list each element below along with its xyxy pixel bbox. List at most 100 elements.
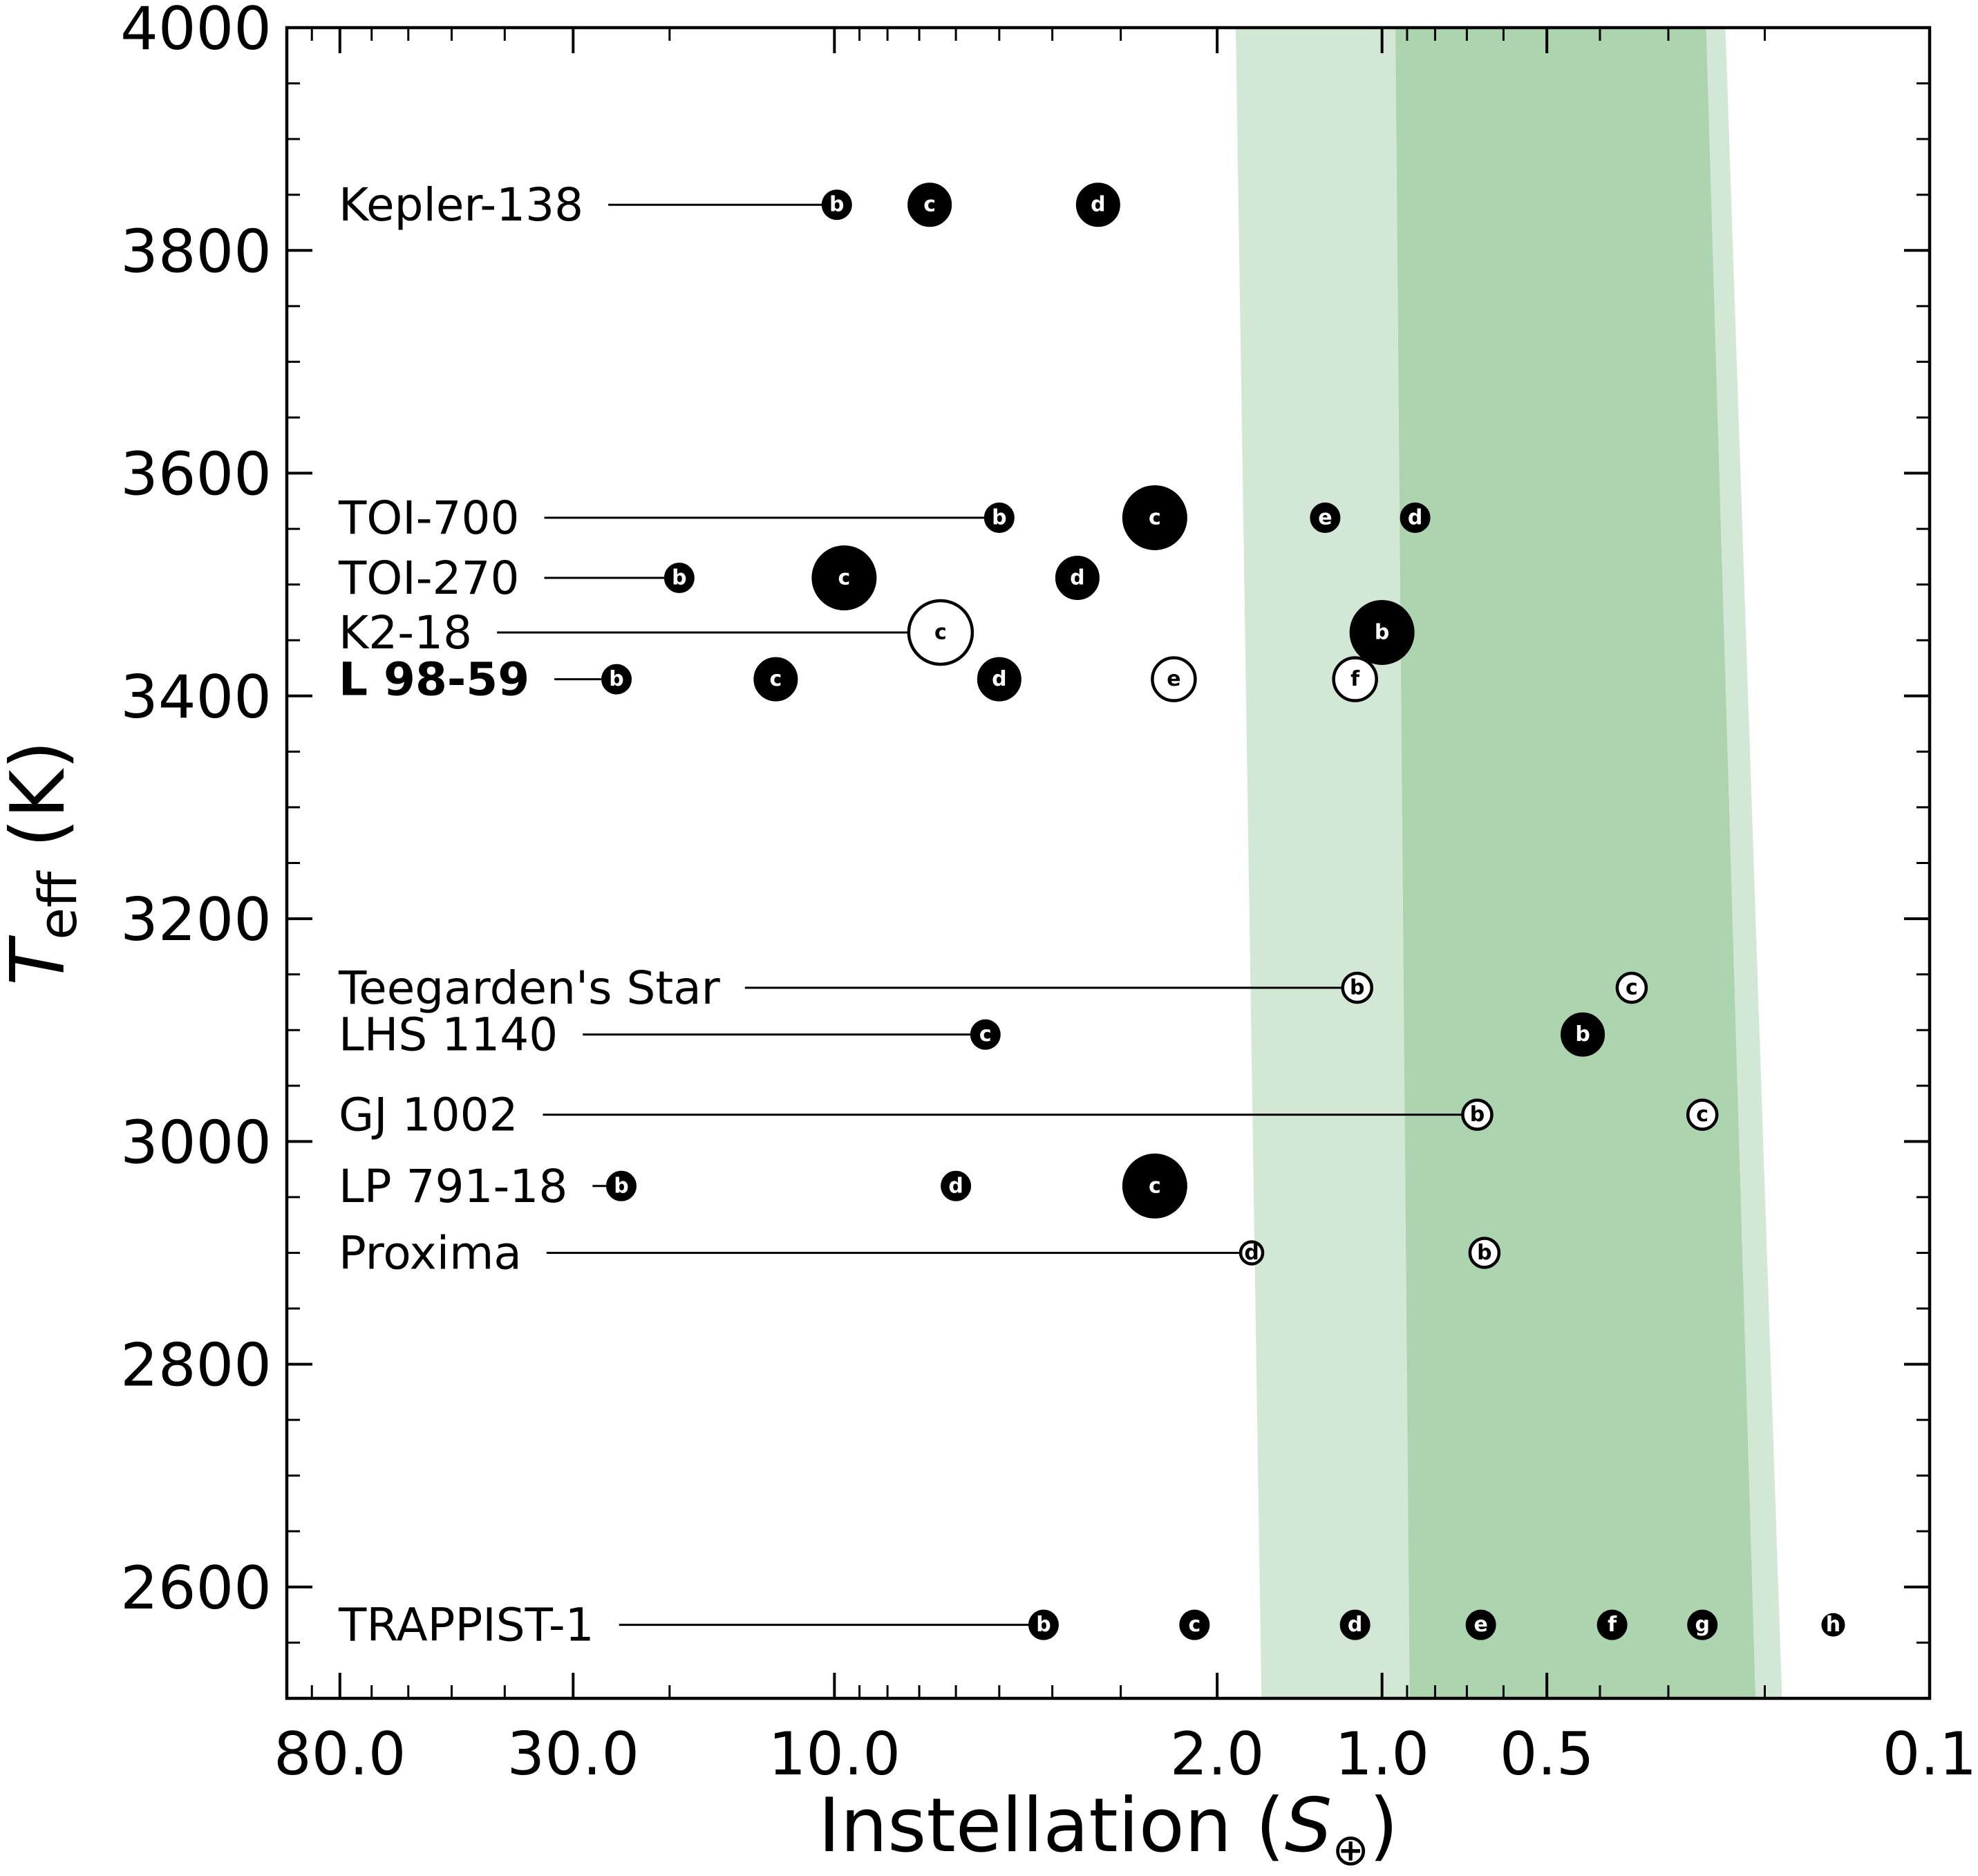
- planet-letter: g: [1695, 1613, 1709, 1637]
- planet-marker: [1332, 656, 1378, 702]
- planet-marker: [1075, 182, 1120, 227]
- x-tick-label: 1.0: [1335, 1720, 1429, 1789]
- planet-letter: d: [992, 667, 1006, 691]
- planet-b: b: [1468, 1237, 1501, 1269]
- x-tick-label: 0.1: [1883, 1720, 1977, 1789]
- habitable-zone-layer: [1235, 28, 1782, 1698]
- planet-letter: c: [1149, 505, 1161, 529]
- planet-letter: d: [1348, 1613, 1362, 1637]
- planet-marker: [1615, 971, 1648, 1004]
- system-toi-270: TOI-270 b c d: [338, 545, 1100, 610]
- planet-marker: [1122, 485, 1187, 550]
- planet-marker: [970, 1019, 1001, 1050]
- ticks-layer: 80.0 30.0 10.0 2.0 1.0 0.5 0.1 2600 2800 3000 3200…: [120, 0, 1977, 1789]
- planet-marker: [1028, 1609, 1059, 1640]
- x-tick-label: 80.0: [274, 1720, 406, 1789]
- system-label: LHS 1140: [339, 1009, 558, 1062]
- planet-c: c: [907, 599, 974, 666]
- planet-letter: b: [829, 193, 844, 217]
- planet-marker: [907, 599, 974, 666]
- planet-letter: c: [1626, 975, 1638, 1000]
- planet-d: d: [977, 657, 1021, 702]
- x-axis-title: Instellation (S⊕): [818, 1783, 1398, 1873]
- system-label: K2-18: [339, 606, 472, 659]
- planet-letter: b: [1350, 975, 1364, 1000]
- planet-letter: b: [992, 505, 1006, 529]
- planet-marker: [983, 502, 1015, 533]
- planet-letter: e: [1167, 667, 1180, 691]
- planet-letter: c: [769, 667, 782, 691]
- systems-layer: Kepler-138 b c d TOI-700 b c e d TOI-270 b c d K2-18 c…: [338, 178, 1845, 1652]
- planet-d: d: [1400, 502, 1431, 533]
- planet-letter: c: [1696, 1103, 1708, 1127]
- planet-letter: d: [1408, 505, 1422, 529]
- x-tick-label: 0.5: [1500, 1720, 1594, 1789]
- y-axis-title: Teff (K): [0, 740, 88, 986]
- system-label: TRAPPIST-1: [338, 1599, 594, 1652]
- planet-letter: c: [923, 193, 936, 217]
- planet-b: b: [1461, 1098, 1494, 1131]
- planet-marker: [1687, 1609, 1718, 1640]
- planet-d: d: [1055, 555, 1100, 600]
- system-label: GJ 1002: [339, 1089, 518, 1142]
- planet-g: g: [1687, 1609, 1718, 1640]
- planet-letter: b: [1477, 1241, 1491, 1265]
- planet-e: e: [1310, 502, 1341, 533]
- planet-letter: b: [609, 667, 623, 691]
- planet-f: f: [1332, 656, 1378, 702]
- planet-marker: [1122, 1153, 1187, 1219]
- y-tick-label: 2800: [120, 1331, 272, 1400]
- system-label: Kepler-138: [339, 178, 583, 232]
- system-label: Teegarden's Star: [338, 962, 721, 1015]
- planet-f: f: [1596, 1609, 1628, 1640]
- planet-marker: [1349, 599, 1415, 665]
- planet-letter: b: [1036, 1613, 1051, 1637]
- planet-marker: [1596, 1609, 1628, 1640]
- planet-marker: [1468, 1237, 1501, 1269]
- planet-c: c: [1686, 1098, 1719, 1131]
- planet-letter: c: [934, 620, 947, 644]
- planet-c: c: [970, 1019, 1001, 1050]
- planet-marker: [601, 664, 632, 695]
- y-tick-label: 4000: [120, 0, 272, 64]
- system-toi-700: TOI-700 b c e d: [338, 485, 1431, 550]
- system-label: TOI-700: [338, 491, 520, 545]
- planet-letter: c: [1188, 1613, 1200, 1637]
- planet-marker: [977, 657, 1021, 702]
- y-tick-label: 3600: [120, 440, 272, 509]
- planet-marker: [1400, 502, 1431, 533]
- planet-letter: c: [979, 1022, 992, 1047]
- system-gj-1002: GJ 1002 b c: [339, 1089, 1719, 1142]
- y-tick-label: 3800: [120, 217, 272, 286]
- planet-b: b: [663, 562, 695, 593]
- planet-letter: c: [1149, 1174, 1161, 1198]
- planet-marker: [1238, 1240, 1265, 1266]
- planet-marker: [1465, 1609, 1496, 1640]
- planet-e: e: [1151, 656, 1197, 702]
- system-teegarden-s-star: Teegarden's Star b c: [338, 962, 1648, 1015]
- planet-letter: h: [1826, 1613, 1840, 1637]
- planet-marker: [1461, 1098, 1494, 1131]
- planet-b: b: [1341, 971, 1374, 1004]
- system-trappist-1: TRAPPIST-1 b c d e f g h: [338, 1599, 1845, 1652]
- planet-letter: e: [1473, 1613, 1487, 1637]
- planet-marker: [941, 1170, 972, 1201]
- planet-c: c: [1122, 485, 1187, 550]
- planet-d: d: [1075, 182, 1120, 227]
- system-label: Proxima: [339, 1226, 522, 1279]
- planet-letter: d: [1091, 193, 1105, 217]
- y-tick-label: 2600: [120, 1554, 272, 1623]
- habitable-zone-conservative: [1395, 28, 1755, 1698]
- planet-marker: [1055, 555, 1100, 600]
- planet-b: b: [1028, 1609, 1059, 1640]
- planet-marker: [605, 1170, 637, 1201]
- planet-c: c: [1122, 1153, 1187, 1219]
- planet-b: b: [1349, 599, 1415, 665]
- planet-letter: b: [1575, 1022, 1590, 1047]
- planet-b: b: [605, 1170, 637, 1201]
- system-k2-18: K2-18 c b: [339, 599, 1415, 666]
- planet-b: b: [601, 664, 632, 695]
- planet-b: b: [821, 189, 852, 221]
